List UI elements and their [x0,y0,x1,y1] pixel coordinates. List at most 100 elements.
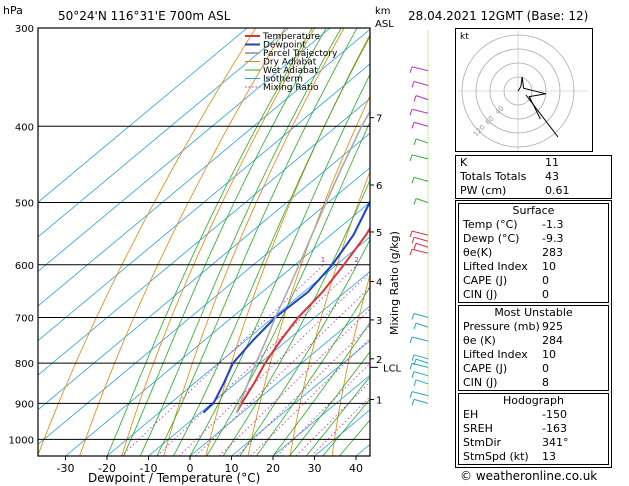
legend-label: Isotherm [263,75,303,85]
legend-label: Wet Adiabat [263,66,318,76]
series-temperature [235,226,370,414]
series-parcel-trajectory [235,109,370,413]
mixing-ratio-label: 5 [413,256,417,264]
hodograph-stat-row: StmSpd (kt) 13 [459,450,608,464]
location-title: 50°24'N 116°31'E 700m ASL [58,9,231,23]
km-tick-label: 1 [376,396,382,407]
credit-text: © weatheronline.co.uk [460,469,598,483]
most-unstable-value: 8 [542,376,549,389]
wind-barb [415,242,429,248]
surface-value: 0 [542,288,549,301]
mixing-ratio-line [236,324,370,456]
wind-barb [411,354,415,361]
axes: 300 400 500 600 700 800 900 1000 -30 -20 -10 0 10 20 3… [9,24,402,475]
x-tick-label: 0 [187,462,194,475]
hodograph-trace [517,76,547,120]
most-unstable-row: Pressure (mb) 925 [459,320,608,334]
x-tick-label: -30 [57,462,75,475]
most-unstable-label: CIN (J) [463,376,498,389]
index-label: Totals Totals [460,170,527,183]
isotherm-line [272,374,370,456]
wind-barb [413,243,417,250]
surface-value: -9.3 [542,232,564,245]
wind-barb [411,177,415,184]
most-unstable-label: CAPE (J) [463,362,508,375]
hodograph-stat-value: -163 [542,422,567,435]
surface-value: 0 [542,274,549,287]
mixing-ratio-label: 1 [321,256,325,264]
pressure-tick-label: 300 [15,24,34,35]
wind-barb [413,312,429,318]
mixing-ratio-label: 3 [375,256,379,264]
wind-barb [411,81,415,88]
wet-adiabat-line [189,73,370,456]
pressure-tick-label: 400 [15,122,34,133]
isotherm-line [38,63,370,342]
isotherm-line [231,340,370,456]
wind-barb [411,399,415,406]
pressure-tick-label: 900 [15,399,34,410]
wind-barb [413,81,429,86]
isotherm-line [38,97,370,376]
legend-label: Dewpoint [263,41,306,51]
height-unit-asl: ASL [375,19,394,30]
mixing-ratio-label: 8 [429,256,433,264]
wind-barb [413,379,417,386]
wind-barb [411,154,429,160]
isotherm-line [38,28,289,238]
wet-adiabat-line [139,28,342,456]
wind-barb [413,398,429,404]
index-row: Totals Totals 43 [456,170,611,184]
wet-adiabat-line [289,351,370,456]
wind-barb [411,391,429,397]
wind-barb [413,354,429,360]
wind-barb [415,322,429,328]
hodograph-stat-value: 13 [542,450,556,463]
most-unstable-label: Lifted Index [463,348,528,361]
wind-barb [415,198,429,203]
pressure-tick-label: 600 [15,261,34,272]
profile-traces [202,109,370,414]
km-tick-label: 5 [376,228,382,239]
wet-adiabat-line [123,28,327,456]
surface-row: Lifted Index 10 [459,260,608,274]
most-unstable-box: Most Unstable Pressure (mb) 925 θe (K) 284 L… [458,305,609,391]
height-unit-km: km [375,6,391,17]
wet-adiabat-line [106,28,313,456]
wind-barb [413,236,429,242]
hodograph-stat-label: SREH [463,422,493,435]
hodograph-stat-row: StmDir 341° [459,436,608,450]
most-unstable-row: CIN (J) 8 [459,376,608,390]
hodograph-stat-value: -150 [542,408,567,421]
hodograph-unit-label: kt [460,32,469,42]
pressure-unit-label: hPa [3,4,23,17]
wind-barb [415,379,429,385]
wind-barb [409,109,413,116]
surface-label: Dewp (°C) [463,232,520,245]
km-tick-label: 3 [376,316,382,327]
surface-value: -1.3 [542,218,564,231]
most-unstable-row: Lifted Index 10 [459,348,608,362]
dry-adiabat-line [621,28,629,456]
surface-row: Temp (°C) -1.3 [459,218,608,232]
mixing-ratio-label: 10 [442,256,451,264]
x-axis-label: Dewpoint / Temperature (°C) [88,471,260,485]
surface-title: Surface [512,204,555,217]
most-unstable-label: θe (K) [463,334,496,347]
x-tick-label: 40 [349,462,363,475]
hodograph-stat-row: EH -150 [459,408,608,422]
index-value: 0.61 [545,184,570,197]
most-unstable-value: 10 [542,348,556,361]
mixing-ratio-label: 2 [354,256,358,264]
mixing-ratio-axis-label: Mixing Ratio (g/kg) [388,231,401,335]
most-unstable-value: 284 [542,334,563,347]
hodograph-stat-row: SREH -163 [459,422,608,436]
mixing-ratio-line [276,362,370,456]
index-label: K [460,156,468,169]
isotherm-line [38,28,248,203]
wind-barb [415,138,429,144]
series-dewpoint [202,199,370,414]
surface-value: 283 [542,246,563,259]
